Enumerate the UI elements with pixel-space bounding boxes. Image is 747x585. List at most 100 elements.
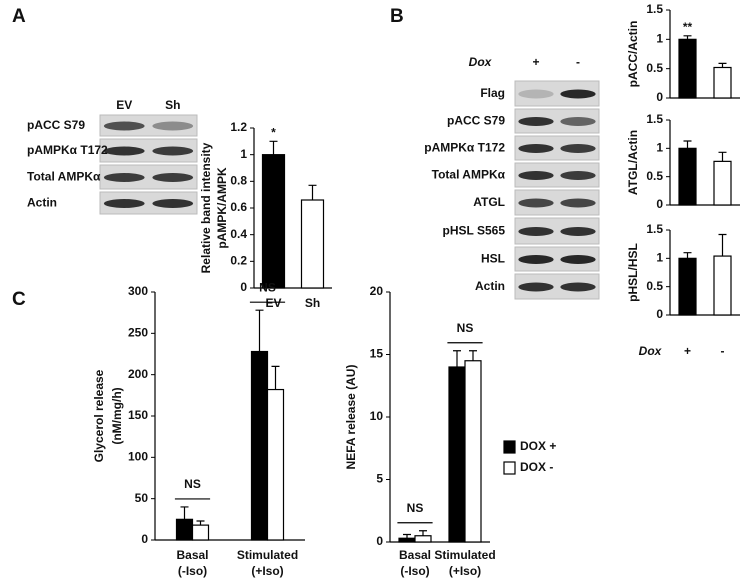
y-tick-label: 5: [376, 472, 383, 486]
blot-row-label: Total AMPKα: [27, 170, 101, 184]
blot-band: [560, 89, 596, 99]
annotation: NS: [457, 321, 474, 335]
bar: [678, 147, 697, 206]
legend-swatch: [503, 461, 516, 475]
y-tick-label: 300: [128, 284, 148, 298]
y-tick-label: 250: [128, 326, 148, 340]
blot-row-label: pHSL S565: [443, 224, 506, 238]
bar: [191, 524, 210, 541]
bar: [414, 535, 432, 543]
bar: [250, 350, 269, 541]
blot-band: [152, 199, 194, 208]
x-tick-label: (+Iso): [251, 564, 283, 578]
blot-band: [152, 146, 194, 156]
blot-band: [518, 282, 554, 292]
error-bar: [269, 140, 278, 155]
blot-band: [560, 255, 596, 264]
bar: [713, 255, 732, 316]
bar: [713, 160, 732, 206]
blot-row-label: Total AMPKα: [432, 168, 506, 182]
bar: [448, 366, 466, 543]
error-bar: [255, 309, 264, 352]
y-axis-label: Glycerol release: [92, 369, 106, 462]
blot-band: [103, 146, 145, 156]
x-tick-label: Sh: [305, 296, 320, 310]
y-tick-label: 10: [370, 409, 384, 423]
blot-row-label: Flag: [480, 86, 505, 100]
y-tick-label: 0: [240, 280, 247, 294]
x-tick-label: EV: [265, 296, 281, 310]
y-axis-label: ATGL/Actin: [626, 130, 640, 195]
blot-band: [560, 198, 596, 208]
y-tick-label: 1.5: [646, 222, 663, 236]
error-bar: [196, 520, 205, 526]
error-bar: [180, 506, 189, 520]
blot-band: [103, 199, 145, 208]
bar: [678, 257, 697, 316]
bar: [398, 537, 416, 543]
x-tick-label: (-Iso): [178, 564, 207, 578]
y-tick-label: 100: [128, 450, 148, 464]
y-axis-label: NEFA release (AU): [344, 365, 358, 470]
bar: [266, 388, 285, 541]
y-tick-label: 50: [135, 491, 149, 505]
y-axis-label: pHSL/HSL: [626, 243, 640, 302]
y-tick-label: 0: [656, 90, 663, 104]
blot-band: [518, 144, 554, 153]
error-bar: [718, 62, 727, 68]
bar: [678, 38, 697, 99]
blot-row-label: pAMPKα T172: [27, 143, 108, 157]
error-bar: [308, 184, 317, 200]
error-bar: [683, 140, 692, 149]
blot-band: [560, 171, 596, 180]
y-tick-label: 0: [656, 307, 663, 321]
y-tick-label: 150: [128, 408, 148, 422]
panel-letter: A: [12, 6, 26, 27]
bar: [261, 154, 286, 289]
x-tick-label: (+Iso): [449, 564, 481, 578]
blot-row-label: Actin: [475, 279, 505, 293]
blot-band: [152, 173, 194, 182]
blot-band: [560, 117, 596, 126]
blot-band: [518, 89, 554, 99]
blot-strip: [99, 191, 198, 215]
blot-header: Dox: [469, 55, 493, 69]
error-bar: [271, 365, 280, 390]
legend-label: DOX -: [520, 460, 553, 474]
y-tick-label: 0.2: [230, 254, 247, 268]
y-tick-label: 0.4: [230, 227, 247, 241]
annotation: **: [683, 20, 693, 34]
error-bar: [469, 350, 477, 361]
error-bar: [718, 151, 727, 162]
y-axis-label: pAMPK/AMPK: [215, 167, 229, 249]
blot-band: [103, 121, 145, 131]
y-tick-label: 0.8: [230, 174, 247, 188]
legend-swatch: [503, 440, 516, 454]
blot-strip: [99, 138, 198, 163]
blot-row-label: HSL: [481, 252, 505, 266]
bar: [464, 360, 482, 543]
y-tick-label: 0: [376, 534, 383, 548]
blot-band: [103, 173, 145, 182]
error-bar: [683, 252, 692, 259]
error-bar: [718, 233, 727, 257]
x-tick-label: Basal: [399, 548, 431, 562]
blot-band: [152, 121, 194, 131]
y-axis-label: Relative band intensity: [199, 142, 213, 273]
bar: [713, 66, 732, 99]
lane-label: EV: [116, 98, 132, 112]
lane-label: -: [576, 55, 580, 69]
panel-letter: B: [390, 6, 404, 27]
y-tick-label: 0: [656, 197, 663, 211]
x-tick-label: -: [721, 344, 725, 358]
x-tick-label: Stimulated: [434, 548, 495, 562]
y-tick-label: 0.5: [646, 169, 663, 183]
x-tick-label: +: [684, 344, 691, 358]
error-bar: [419, 530, 427, 536]
bar: [175, 518, 194, 541]
y-tick-label: 1: [656, 32, 663, 46]
y-tick-label: 15: [370, 347, 384, 361]
blot-band: [560, 227, 596, 236]
y-tick-label: 1: [656, 251, 663, 265]
